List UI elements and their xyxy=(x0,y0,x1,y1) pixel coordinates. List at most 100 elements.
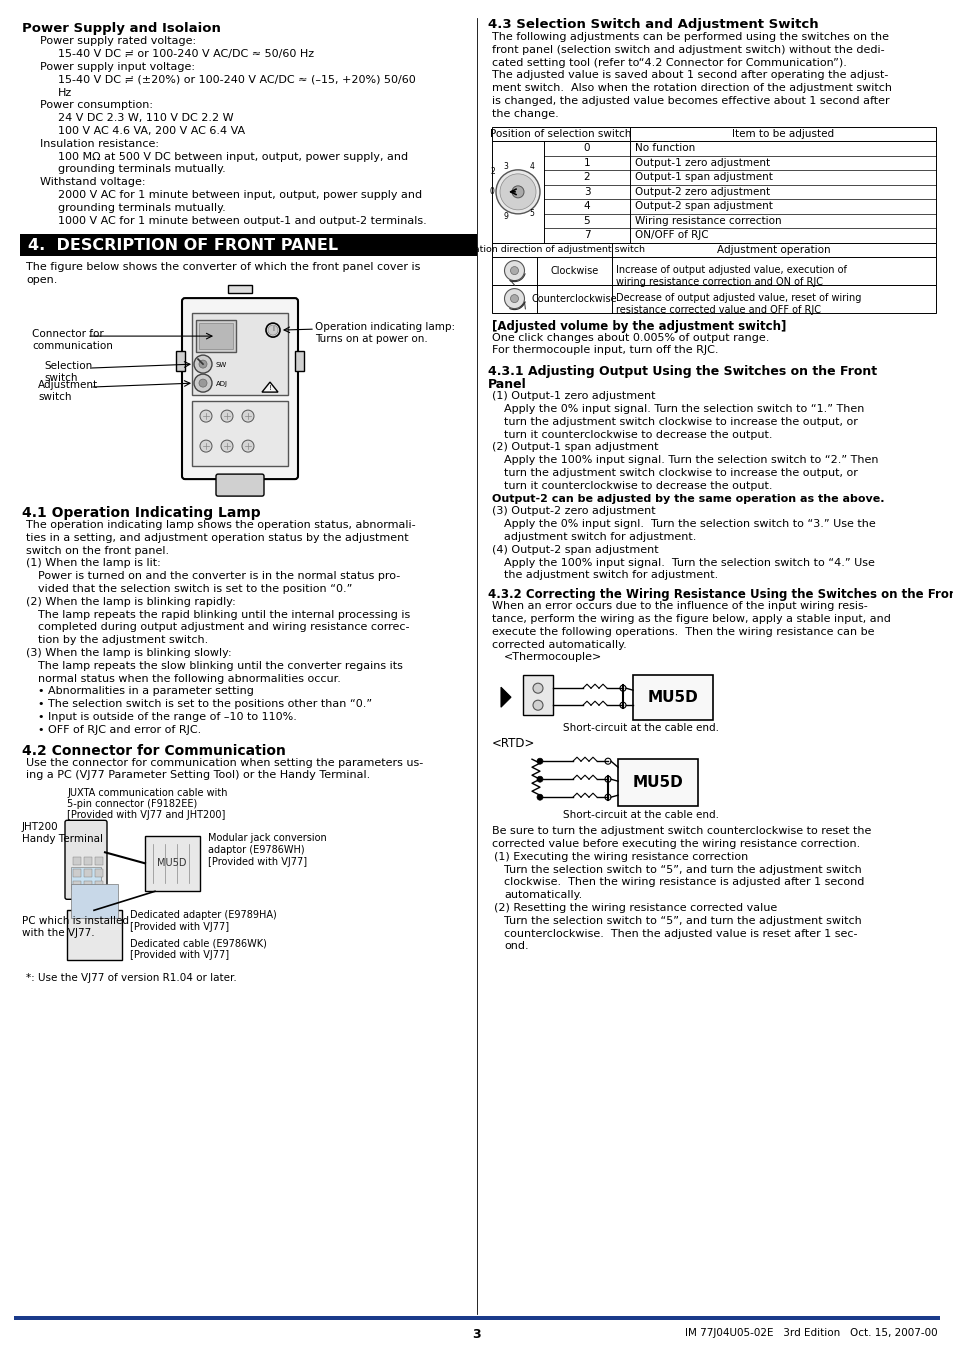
Bar xyxy=(71,885,118,919)
Circle shape xyxy=(604,794,610,800)
Text: Wiring resistance correction: Wiring resistance correction xyxy=(635,216,781,226)
Text: Panel: Panel xyxy=(488,378,526,392)
Text: adjustment switch for adjustment.: adjustment switch for adjustment. xyxy=(503,532,696,542)
Text: ond.: ond. xyxy=(503,942,528,951)
Bar xyxy=(633,676,712,720)
Text: Dedicated cable (E9786WK): Dedicated cable (E9786WK) xyxy=(130,939,267,948)
Text: For thermocouple input, turn off the RJC.: For thermocouple input, turn off the RJC… xyxy=(492,346,718,355)
Circle shape xyxy=(221,440,233,453)
Text: vided that the selection switch is set to the position “0.”: vided that the selection switch is set t… xyxy=(38,584,352,594)
Text: • Input is outside of the range of –10 to 110%.: • Input is outside of the range of –10 t… xyxy=(38,712,296,721)
Text: 2: 2 xyxy=(490,168,495,177)
Text: [Provided with VJ77 and JHT200]: [Provided with VJ77 and JHT200] xyxy=(67,811,225,820)
Text: 9: 9 xyxy=(503,212,508,222)
Text: clockwise.  Then the wiring resistance is adjusted after 1 second: clockwise. Then the wiring resistance is… xyxy=(503,877,863,888)
Text: 4.2 Connector for Communication: 4.2 Connector for Communication xyxy=(22,743,286,758)
Circle shape xyxy=(512,186,523,197)
Text: Short-circuit at the cable end.: Short-circuit at the cable end. xyxy=(562,723,719,734)
Text: turn the adjustment switch clockwise to increase the output, or: turn the adjustment switch clockwise to … xyxy=(503,467,857,478)
Bar xyxy=(492,243,935,257)
Text: Item to be adjusted: Item to be adjusted xyxy=(731,128,833,139)
Text: Output-1 zero adjustment: Output-1 zero adjustment xyxy=(635,158,769,168)
Text: 2: 2 xyxy=(583,173,590,182)
Text: 1000 V AC for 1 minute between output-1 and output-2 terminals.: 1000 V AC for 1 minute between output-1 … xyxy=(58,216,426,226)
Text: !: ! xyxy=(269,385,272,390)
Text: IM 77J04U05-02E   3rd Edition   Oct. 15, 2007-00: IM 77J04U05-02E 3rd Edition Oct. 15, 200… xyxy=(684,1328,937,1337)
Text: 4: 4 xyxy=(583,201,590,211)
Text: 3: 3 xyxy=(472,1328,481,1342)
Bar xyxy=(492,127,935,141)
Text: Decrease of output adjusted value, reset of wiring: Decrease of output adjusted value, reset… xyxy=(616,293,861,303)
Text: ADJ: ADJ xyxy=(215,381,228,388)
Text: <RTD>: <RTD> xyxy=(492,738,535,750)
Text: (1) When the lamp is lit:: (1) When the lamp is lit: xyxy=(26,558,161,569)
Text: tance, perform the wiring as the figure below, apply a stable input, and: tance, perform the wiring as the figure … xyxy=(492,613,890,624)
Circle shape xyxy=(496,170,539,213)
Polygon shape xyxy=(262,382,277,392)
Text: (2) When the lamp is blinking rapidly:: (2) When the lamp is blinking rapidly: xyxy=(26,597,235,607)
Text: When an error occurs due to the influence of the input wiring resis-: When an error occurs due to the influenc… xyxy=(492,601,867,611)
Text: Use the connector for communication when setting the parameters us-: Use the connector for communication when… xyxy=(26,758,423,767)
Text: Power Supply and Isolaion: Power Supply and Isolaion xyxy=(22,22,221,35)
Bar xyxy=(73,881,81,889)
Text: switch on the front panel.: switch on the front panel. xyxy=(26,546,169,555)
Text: The figure below shows the converter of which the front panel cover is: The figure below shows the converter of … xyxy=(26,262,420,273)
Text: Handy Terminal: Handy Terminal xyxy=(22,835,103,844)
Bar xyxy=(492,285,935,312)
Text: Position of selection switch: Position of selection switch xyxy=(490,128,631,139)
Circle shape xyxy=(510,295,518,303)
Text: 4.3.1 Adjusting Output Using the Switches on the Front: 4.3.1 Adjusting Output Using the Switche… xyxy=(488,365,876,378)
Text: Clockwise: Clockwise xyxy=(550,266,598,276)
Bar xyxy=(95,881,103,889)
Text: Power is turned on and the converter is in the normal status pro-: Power is turned on and the converter is … xyxy=(38,571,400,581)
Text: 4.3.2 Correcting the Wiring Resistance Using the Switches on the Front Panel: 4.3.2 Correcting the Wiring Resistance U… xyxy=(488,588,953,601)
Bar xyxy=(145,836,200,892)
Text: execute the following operations.  Then the wiring resistance can be: execute the following operations. Then t… xyxy=(492,627,874,636)
Text: The lamp repeats the rapid blinking until the internal processing is: The lamp repeats the rapid blinking unti… xyxy=(38,609,410,620)
Text: the change.: the change. xyxy=(492,109,558,119)
Text: JUXTA communication cable with: JUXTA communication cable with xyxy=(67,788,227,798)
Text: tion by the adjustment switch.: tion by the adjustment switch. xyxy=(38,635,208,646)
Circle shape xyxy=(242,411,253,422)
Text: SW: SW xyxy=(215,362,227,367)
Text: 100 MΩ at 500 V DC between input, output, power supply, and: 100 MΩ at 500 V DC between input, output… xyxy=(58,151,408,162)
Bar xyxy=(84,869,91,877)
Text: [Adjusted volume by the adjustment switch]: [Adjusted volume by the adjustment switc… xyxy=(492,320,785,332)
Text: *: Use the VJ77 of version R1.04 or later.: *: Use the VJ77 of version R1.04 or late… xyxy=(26,973,236,984)
Text: One click changes about 0.005% of output range.: One click changes about 0.005% of output… xyxy=(492,332,768,343)
Circle shape xyxy=(619,685,625,692)
Text: is changed, the adjusted value becomes effective about 1 second after: is changed, the adjusted value becomes e… xyxy=(492,96,889,105)
Text: the adjustment switch for adjustment.: the adjustment switch for adjustment. xyxy=(503,570,718,581)
Text: 4.1 Operation Indicating Lamp: 4.1 Operation Indicating Lamp xyxy=(22,507,260,520)
Text: Apply the 0% input signal. Turn the selection switch to “1.” Then: Apply the 0% input signal. Turn the sele… xyxy=(503,404,863,413)
Text: Withstand voltage:: Withstand voltage: xyxy=(40,177,146,188)
Text: [Provided with VJ77]: [Provided with VJ77] xyxy=(130,950,229,961)
Text: (2) Resetting the wiring resistance corrected value: (2) Resetting the wiring resistance corr… xyxy=(494,902,777,913)
Text: 2000 V AC for 1 minute between input, output, power supply and: 2000 V AC for 1 minute between input, ou… xyxy=(58,190,421,200)
Text: adaptor (E9786WH): adaptor (E9786WH) xyxy=(208,846,304,855)
Text: Adjustment
switch: Adjustment switch xyxy=(38,380,98,401)
Text: (1) Output-1 zero adjustment: (1) Output-1 zero adjustment xyxy=(492,392,655,401)
Circle shape xyxy=(537,777,542,782)
Text: 5: 5 xyxy=(529,209,534,219)
Bar xyxy=(492,257,935,285)
Text: ON/OFF of RJC: ON/OFF of RJC xyxy=(635,231,708,240)
Circle shape xyxy=(533,700,542,711)
Text: JHT200: JHT200 xyxy=(22,823,58,832)
Text: 3: 3 xyxy=(583,186,590,197)
Circle shape xyxy=(537,758,542,765)
Text: I: I xyxy=(272,326,274,332)
Circle shape xyxy=(200,411,212,422)
Text: 7: 7 xyxy=(583,231,590,240)
Bar xyxy=(192,313,288,394)
Text: Turn the selection switch to “5”, and turn the adjustment switch: Turn the selection switch to “5”, and tu… xyxy=(503,916,861,925)
Text: ties in a setting, and adjustment operation status by the adjustment: ties in a setting, and adjustment operat… xyxy=(26,532,408,543)
Bar xyxy=(84,881,91,889)
Bar xyxy=(294,351,304,372)
Circle shape xyxy=(537,794,542,800)
Text: Apply the 100% input signal. Turn the selection switch to “2.” Then: Apply the 100% input signal. Turn the se… xyxy=(503,455,878,465)
Text: (4) Output-2 span adjustment: (4) Output-2 span adjustment xyxy=(492,544,658,555)
Text: PC which is installed: PC which is installed xyxy=(22,916,129,927)
Text: Hz: Hz xyxy=(58,88,72,97)
Text: 5: 5 xyxy=(583,216,590,226)
